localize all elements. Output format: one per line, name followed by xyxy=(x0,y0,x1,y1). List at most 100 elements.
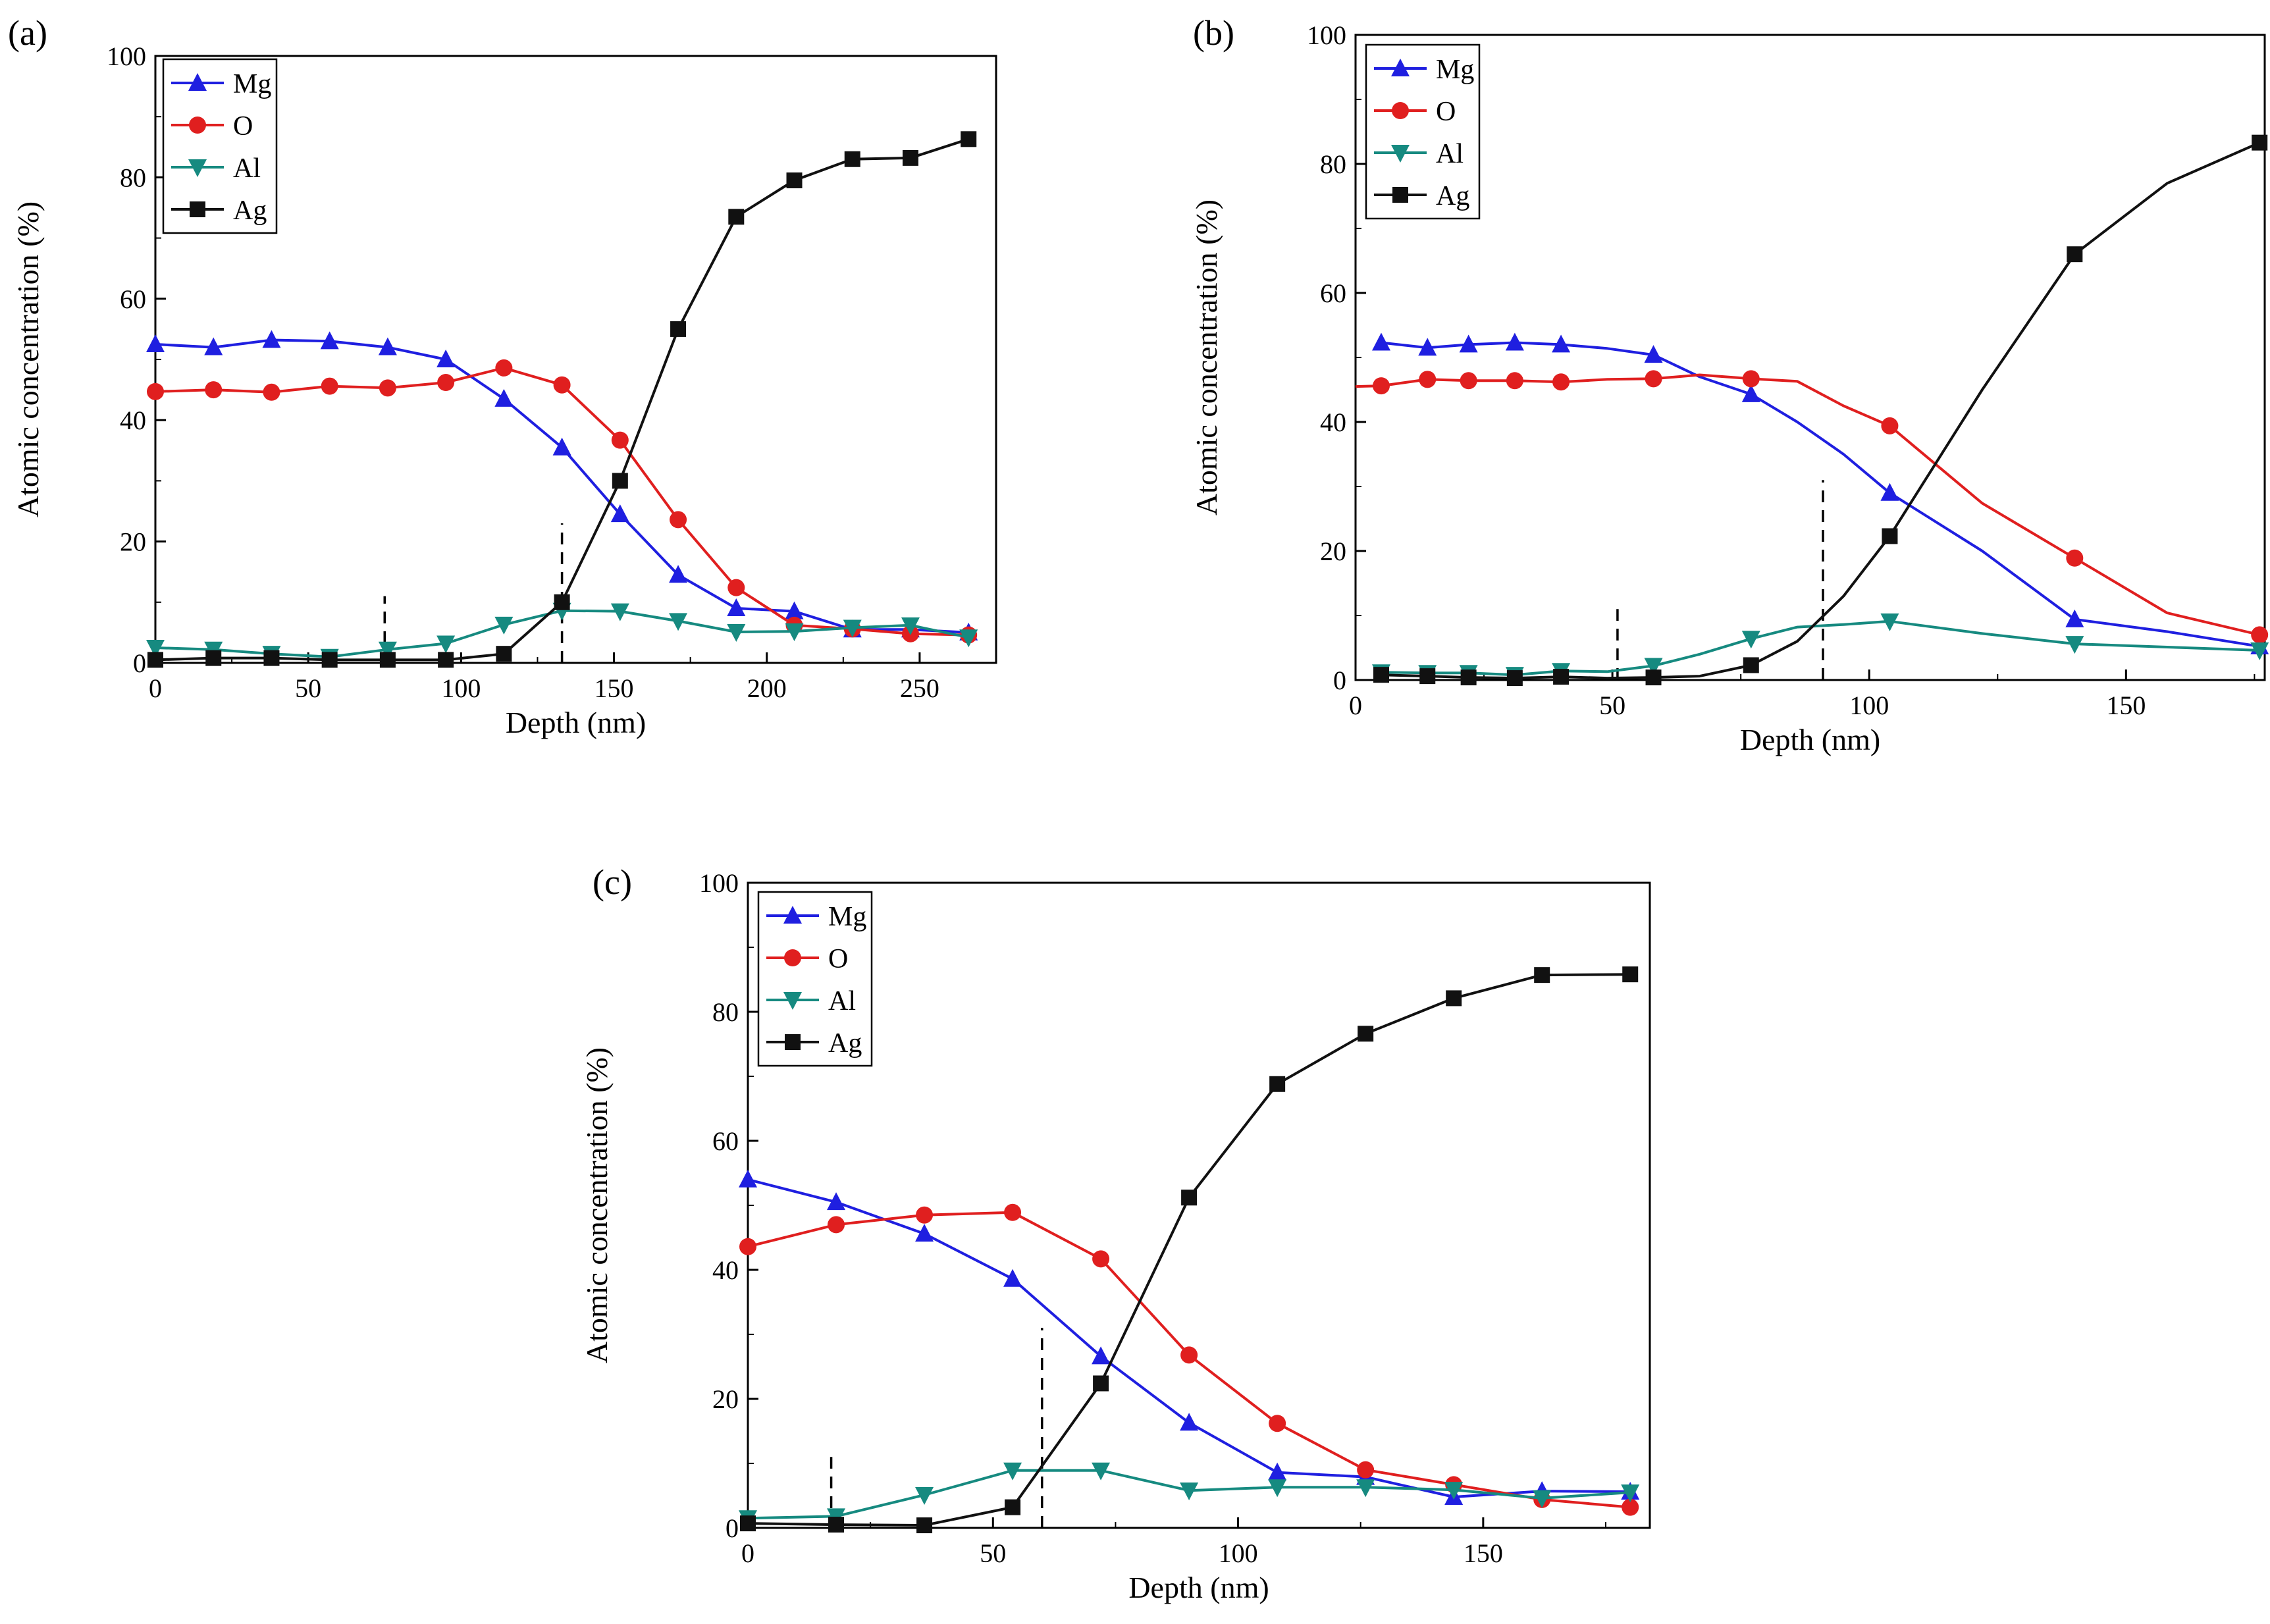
y-tick-label: 0 xyxy=(726,1513,739,1543)
legend-swatch-marker xyxy=(783,906,802,924)
data-point-ag xyxy=(263,650,280,666)
legend-swatch-marker xyxy=(1392,102,1409,119)
data-point-al xyxy=(1880,613,1899,631)
legend-label-mg: Mg xyxy=(828,902,866,932)
data-point-al xyxy=(1533,1490,1552,1508)
legend-label-ag: Ag xyxy=(233,196,267,226)
data-point-o xyxy=(1881,417,1899,434)
data-point-ag xyxy=(916,1517,933,1534)
series-line-ag xyxy=(1381,141,2261,680)
data-point-mg xyxy=(1180,1413,1199,1431)
data-point-mg xyxy=(1003,1269,1022,1287)
data-point-ag xyxy=(844,151,860,167)
data-point-o xyxy=(1269,1415,1286,1432)
data-point-o xyxy=(437,374,455,392)
data-point-o xyxy=(1004,1203,1022,1221)
data-point-o xyxy=(321,377,338,395)
series-line-o xyxy=(1355,373,2260,637)
data-point-al xyxy=(1741,631,1760,649)
data-point-ag xyxy=(1005,1499,1021,1515)
legend-swatch-marker xyxy=(190,201,205,217)
x-axis-title: Depth (nm) xyxy=(506,706,646,739)
legend-swatch-marker xyxy=(189,117,206,134)
legend-label-ag: Ag xyxy=(1436,181,1469,211)
y-tick-label: 0 xyxy=(133,648,146,678)
plot-frame xyxy=(747,881,1651,1529)
y-tick-label: 60 xyxy=(712,1126,739,1156)
data-point-mg xyxy=(610,504,629,523)
data-point-ag xyxy=(147,652,163,668)
data-point-ag xyxy=(902,149,918,166)
data-point-ag xyxy=(496,646,512,662)
data-point-al xyxy=(1644,658,1663,676)
legend: Mg O Al Ag xyxy=(1365,43,1481,220)
series-al xyxy=(1372,613,2269,685)
data-point-al xyxy=(915,1487,934,1506)
legend-swatch-marker xyxy=(1391,59,1410,76)
data-point-ag xyxy=(1358,1026,1374,1042)
data-point-mg xyxy=(146,334,165,352)
data-point-ag xyxy=(2252,134,2268,151)
data-point-ag xyxy=(1093,1375,1109,1392)
data-point-al xyxy=(669,613,688,631)
data-point-o xyxy=(1357,1461,1375,1479)
data-point-mg xyxy=(320,331,339,350)
data-point-al xyxy=(785,623,804,642)
data-point-al xyxy=(2250,642,2269,660)
data-point-o xyxy=(1460,372,1477,390)
series-al xyxy=(739,1462,1640,1529)
data-point-mg xyxy=(1372,332,1391,351)
legend-swatch-marker xyxy=(785,1034,801,1050)
data-point-o xyxy=(1552,373,1570,391)
data-point-o xyxy=(1373,377,1390,395)
data-point-ag xyxy=(961,131,977,147)
panel-label: (b) xyxy=(1193,13,1234,53)
data-point-mg xyxy=(262,330,281,348)
legend-label-mg: Mg xyxy=(233,69,271,99)
data-point-mg xyxy=(494,388,514,407)
legend-swatch-marker xyxy=(1391,145,1410,163)
legend-box xyxy=(757,891,873,1067)
data-point-ag xyxy=(1181,1190,1198,1206)
plot-frame xyxy=(1354,34,2266,681)
panel-b: (b) 0 20 40 60 80 100 0 50 100 150 Depth (nm) Atomic… xyxy=(1190,13,2269,756)
data-point-o xyxy=(1092,1250,1110,1268)
y-tick-label: 20 xyxy=(712,1384,739,1414)
data-point-mg xyxy=(1092,1346,1111,1365)
legend: Mg O Al Ag xyxy=(757,891,873,1067)
legend-label-o: O xyxy=(233,111,253,142)
series-ag xyxy=(147,131,977,668)
x-axis-title: Depth (nm) xyxy=(1740,723,1880,756)
data-point-ag xyxy=(438,652,454,668)
y-tick-label: 40 xyxy=(1320,407,1346,437)
data-point-o xyxy=(916,1206,934,1224)
legend-swatch-marker xyxy=(783,992,802,1010)
x-tick-label: 100 xyxy=(1849,691,1889,720)
data-point-al xyxy=(843,619,862,638)
legend-box xyxy=(162,58,278,234)
x-tick-label: 100 xyxy=(1219,1538,1258,1568)
data-point-o xyxy=(1506,372,1523,390)
data-point-ag xyxy=(612,473,628,489)
series-line-mg xyxy=(747,1178,1631,1498)
legend-label-mg: Mg xyxy=(1436,55,1474,85)
data-point-ag xyxy=(1419,668,1436,685)
data-point-ag xyxy=(728,209,745,225)
y-tick-label: 20 xyxy=(120,527,146,557)
data-point-mg xyxy=(1505,332,1524,351)
legend-label-o: O xyxy=(1436,97,1456,127)
legend-label-al: Al xyxy=(828,986,856,1016)
data-point-al xyxy=(901,617,920,635)
x-tick-label: 200 xyxy=(747,673,787,703)
y-tick-label: 40 xyxy=(712,1255,739,1285)
data-point-mg xyxy=(785,601,804,619)
data-point-mg xyxy=(204,337,223,355)
x-tick-label: 150 xyxy=(594,673,634,703)
data-point-ag xyxy=(1460,669,1477,686)
data-point-o xyxy=(611,431,629,449)
data-point-ag xyxy=(1373,667,1390,683)
panel-label: (a) xyxy=(8,13,47,53)
x-tick-label: 250 xyxy=(900,673,939,703)
panel-a: (a) 0 20 40 60 80 100 0 50 100 150 200 250 Depth (nm)… xyxy=(8,13,997,739)
series-mg xyxy=(1372,332,2269,655)
